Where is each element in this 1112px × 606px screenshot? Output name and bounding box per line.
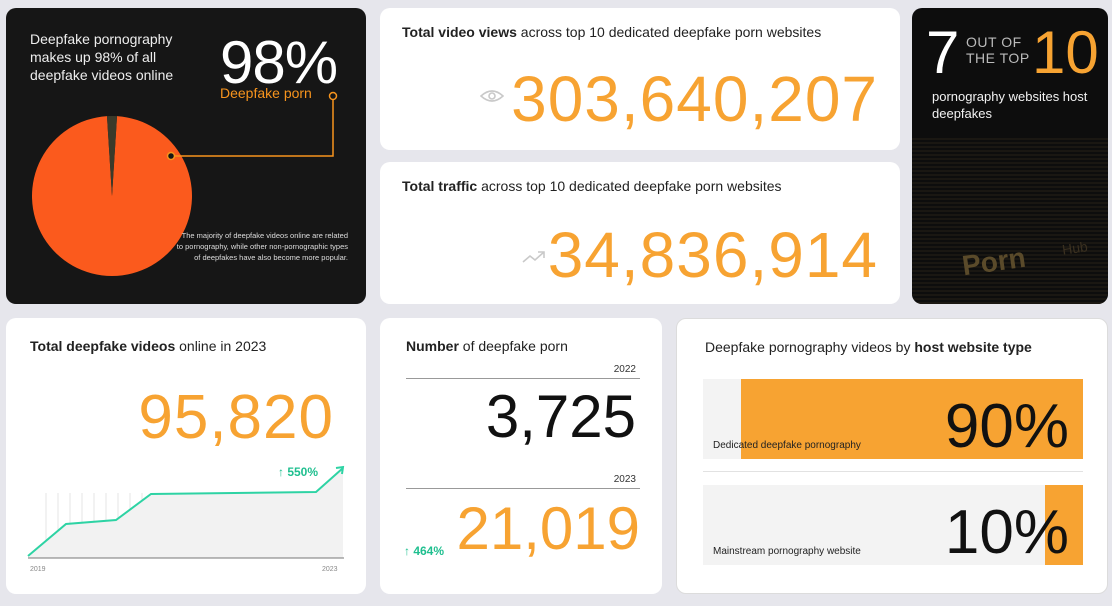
majority-subtitle: Deepfake porn	[220, 85, 312, 101]
total-videos-value: 95,820	[138, 383, 334, 452]
top10-card: Porn Hub 7 OUT OF THE TOP 10 pornography…	[912, 8, 1108, 304]
number-label: Number of deepfake porn	[406, 338, 568, 354]
number-card: Number of deepfake porn 2022 3,725 2023 …	[380, 318, 662, 594]
traffic-label-bold: Total traffic	[402, 178, 478, 194]
host-type-label-rest: Deepfake pornography videos by	[705, 339, 915, 355]
leader-end-dot	[328, 91, 338, 101]
year-end-label: 2023	[322, 566, 338, 573]
value-2023: 21,019	[456, 495, 640, 562]
total-videos-label-rest: online in 2023	[175, 338, 267, 354]
pie-slice-deepfake-porn	[32, 116, 193, 276]
total-videos-label: Total deepfake videos online in 2023	[30, 338, 266, 354]
growth-area	[28, 468, 343, 558]
trend-up-icon	[522, 244, 546, 270]
total-videos-label-bold: Total deepfake videos	[30, 338, 176, 354]
majority-note: The majority of deepfake videos online a…	[176, 231, 348, 262]
majority-card: Deepfake pornography makes up 98% of all…	[6, 8, 366, 304]
host-label-mainstream: Mainstream pornography website	[713, 546, 861, 557]
traffic-value: 34,836,914	[547, 219, 878, 291]
host-row-dedicated: 90% Dedicated deepfake pornography	[703, 379, 1083, 461]
video-views-value: 303,640,207	[511, 63, 878, 135]
host-separator	[703, 471, 1083, 472]
host-type-label: Deepfake pornography videos by host webs…	[705, 339, 1032, 355]
number-growth: ↑ 464%	[404, 544, 445, 558]
host-value-dedicated: 90%	[944, 392, 1069, 461]
pie-chart	[32, 91, 338, 276]
top10-background-image	[912, 138, 1108, 304]
host-type-card: Deepfake pornography videos by host webs…	[676, 318, 1108, 594]
host-bar-mainstream	[1045, 485, 1083, 565]
growth-line-chart	[27, 465, 345, 559]
traffic-card: Total traffic across top 10 dedicated de…	[380, 162, 900, 304]
growth-arrow-head	[335, 465, 345, 475]
eye-icon	[479, 84, 505, 110]
host-row-mainstream: 10% Mainstream pornography website	[703, 485, 1083, 567]
top10-count: 7	[926, 19, 960, 86]
host-type-label-bold: host website type	[914, 339, 1032, 355]
traffic-label-rest: across top 10 dedicated deepfake porn we…	[477, 178, 782, 194]
leader-line	[171, 96, 334, 157]
majority-title: Deepfake pornography makes up 98% of all…	[30, 31, 174, 83]
video-views-card: Total video views across top 10 dedicate…	[380, 8, 900, 150]
host-value-mainstream: 10%	[944, 498, 1069, 567]
majority-value: 98%	[220, 29, 338, 96]
year1-label: 2022	[613, 364, 636, 375]
host-bar-dedicated	[741, 379, 1083, 459]
number-label-bold: Number	[406, 338, 459, 354]
year2-label: 2023	[613, 474, 636, 485]
divider-2	[406, 488, 640, 489]
video-views-label-bold: Total video views	[402, 24, 517, 40]
total-videos-card: Total deepfake videos online in 2023 95,…	[6, 318, 366, 594]
growth-line	[27, 467, 344, 557]
total-videos-growth: ↑ 550%	[278, 465, 319, 479]
number-label-rest: of deepfake porn	[458, 338, 568, 354]
leader-dot	[166, 151, 176, 161]
pie-slice-other	[106, 115, 118, 196]
traffic-label: Total traffic across top 10 dedicated de…	[402, 178, 782, 194]
video-views-label: Total video views across top 10 dedicate…	[402, 24, 821, 40]
top10-total: 10	[1032, 19, 1099, 86]
year-start-label: 2019	[30, 566, 46, 573]
top10-description: pornography websites host deepfakes	[932, 89, 1088, 121]
top10-out-of: OUT OF THE TOP	[966, 34, 1030, 66]
value-2022: 3,725	[485, 383, 636, 450]
divider-1	[406, 378, 640, 379]
host-label-dedicated: Dedicated deepfake pornography	[713, 440, 861, 451]
video-views-label-rest: across top 10 dedicated deepfake porn we…	[516, 24, 822, 40]
